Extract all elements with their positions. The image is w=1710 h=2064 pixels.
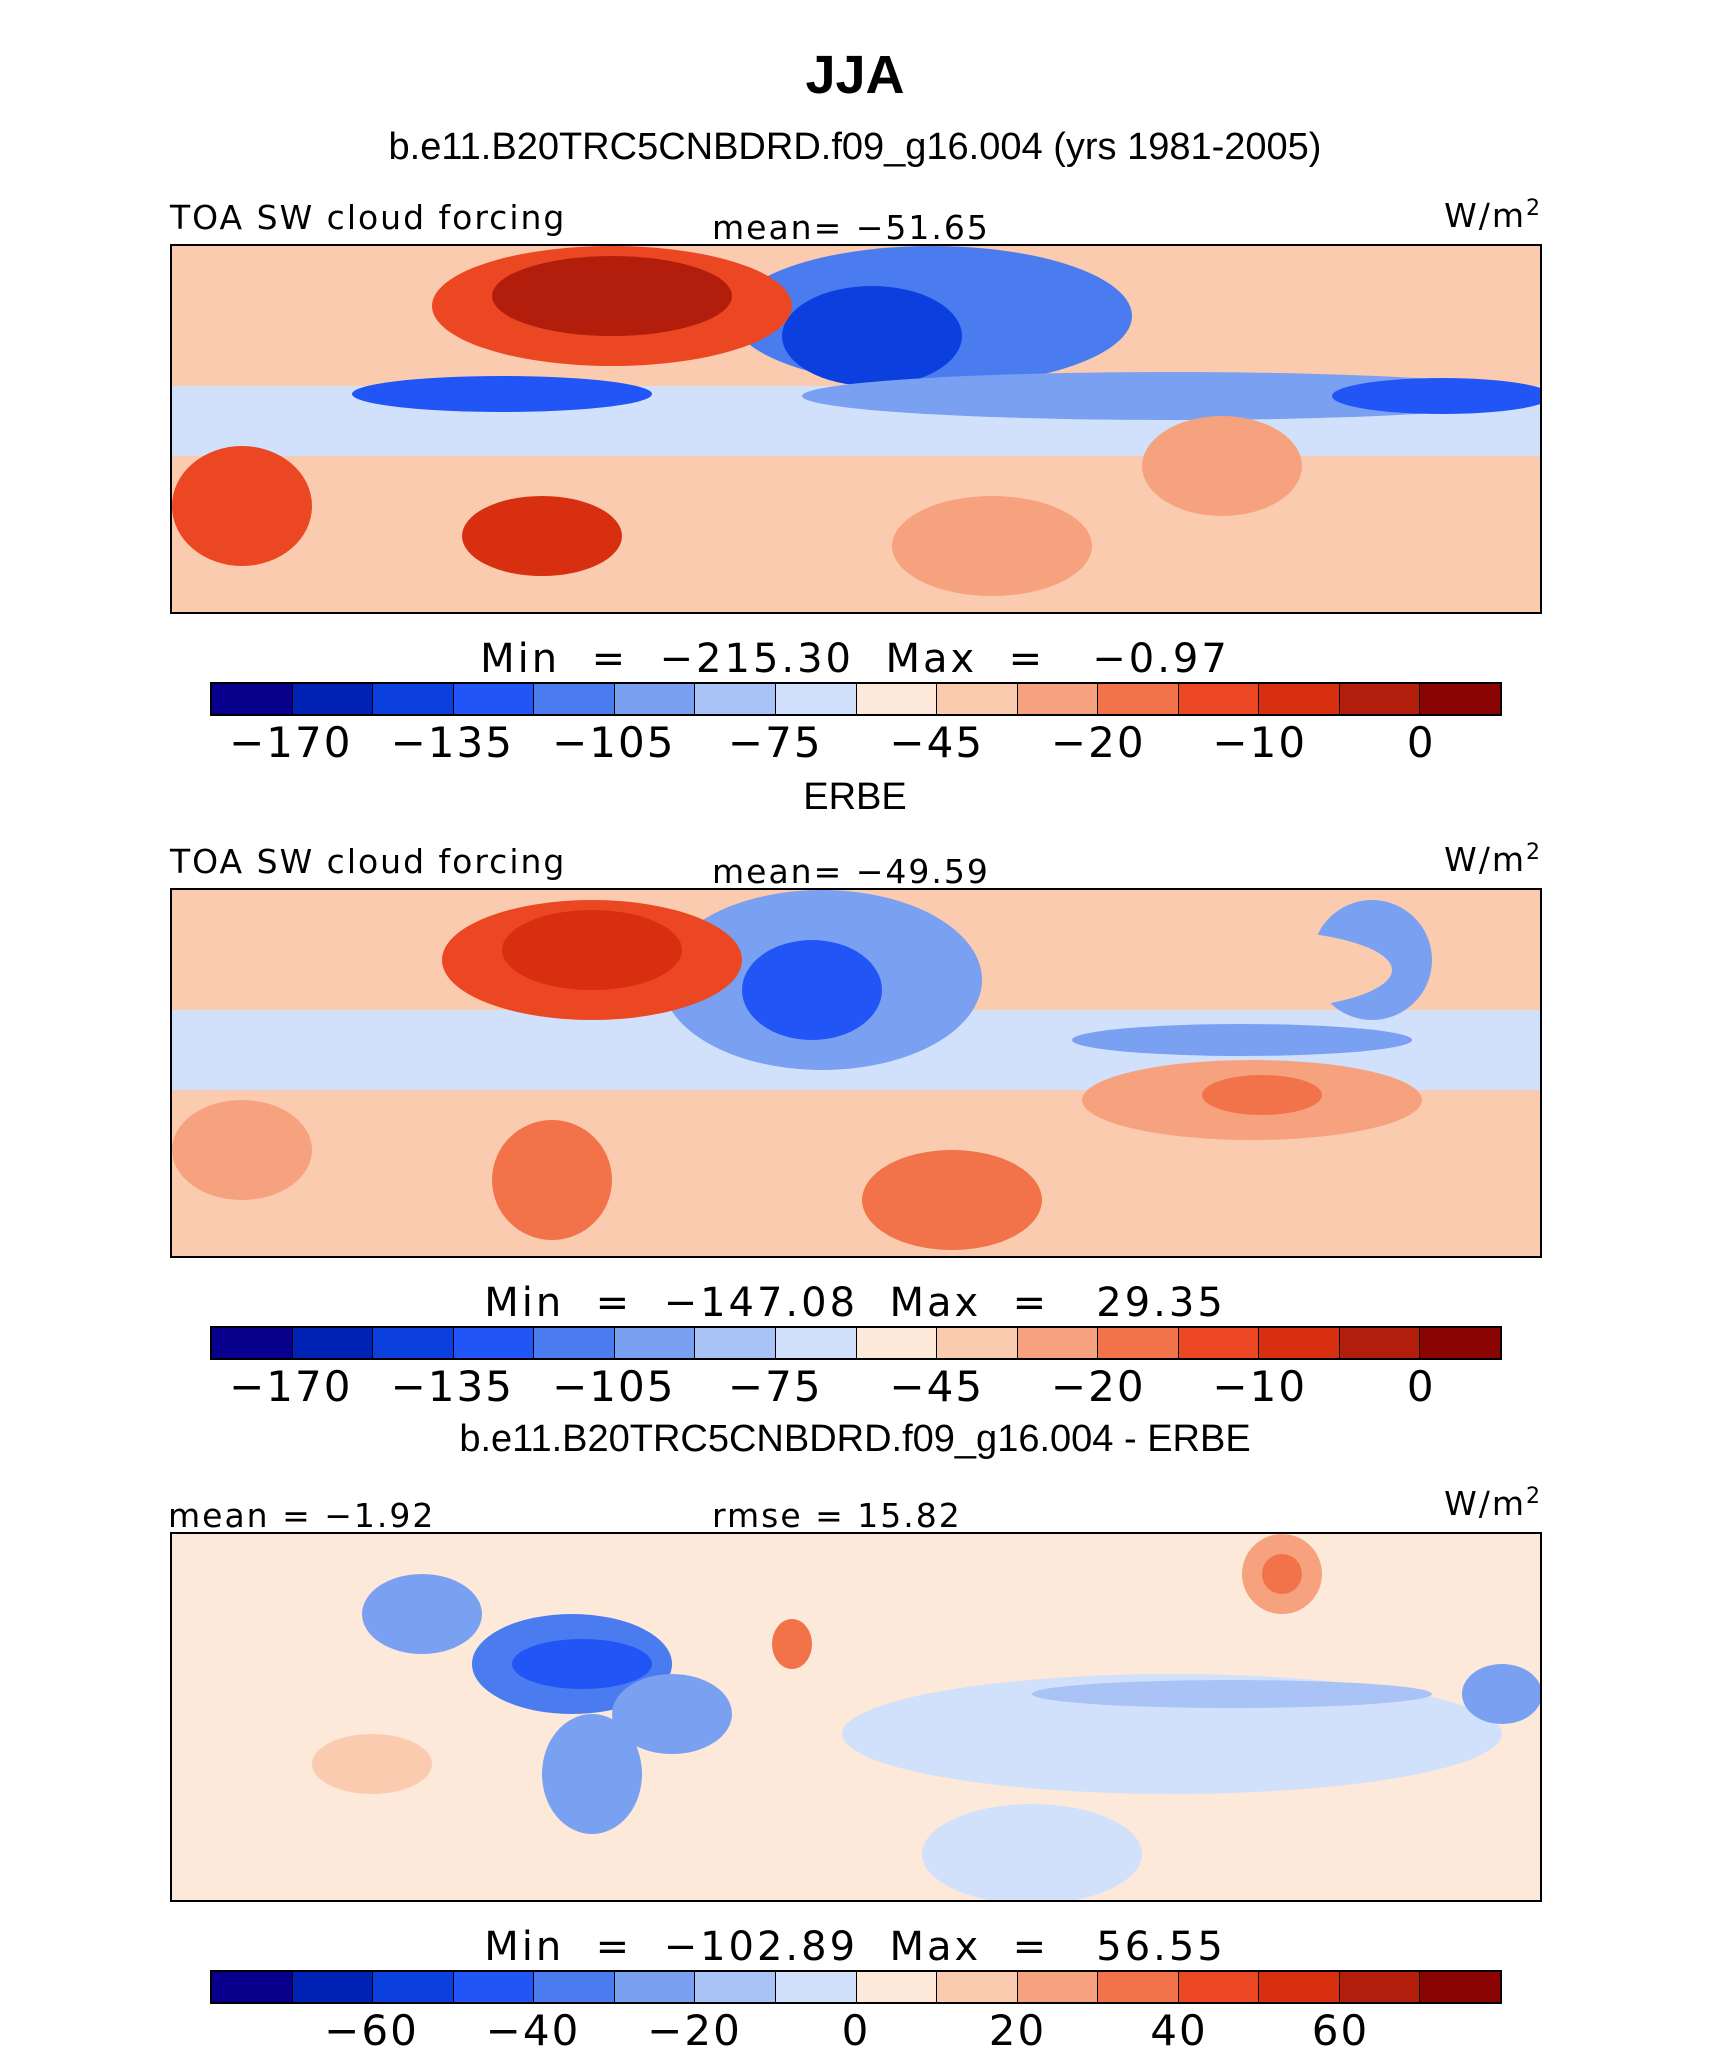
colorbar-box: [775, 684, 857, 714]
panel-3-units: W/m2: [1444, 1484, 1542, 1523]
colorbar-box: [292, 1972, 374, 2002]
panel-2-mean-label: mean= −49.59: [712, 852, 990, 891]
colorbar-box: [292, 1328, 374, 1358]
colorbar-tick-label: 0: [1406, 1362, 1436, 1411]
colorbar-box: [453, 1972, 535, 2002]
colorbar-tick-label: −20: [1050, 1362, 1146, 1411]
colorbar-tick-label: −20: [647, 2006, 742, 2055]
colorbar-box: [534, 1328, 615, 1358]
panel-2-colorbar-ticks: −170 −135 −105 −75 −45 −20 −10 0: [210, 1362, 1502, 1412]
panel-3-rmse-label: rmse = 15.82: [712, 1496, 962, 1535]
colorbar-box: [1339, 1328, 1421, 1358]
panel-2-subtitle: ERBE: [803, 776, 907, 818]
colorbar-box: [1178, 684, 1260, 714]
colorbar-box: [1017, 684, 1099, 714]
panel-2-map: [170, 888, 1542, 1258]
colorbar-tick-label: 0: [1406, 718, 1436, 767]
panel-3-colorbar-ticks: −60 −40 −20 0 20 40 60: [210, 2006, 1502, 2056]
colorbar-box: [212, 684, 293, 714]
panel-3-minmax: Min = −102.89 Max = 56.55: [484, 1924, 1226, 1970]
colorbar-tick-label: −10: [1212, 718, 1308, 767]
colorbar-box: [1339, 684, 1421, 714]
colorbar-box: [937, 1328, 1018, 1358]
colorbar-tick-label: −75: [727, 1362, 823, 1411]
colorbar-tick-label: −135: [390, 1362, 514, 1411]
colorbar-box: [1017, 1328, 1099, 1358]
panel-1-colorbar-ticks: −170 −135 −105 −75 −45 −20 −10 0: [210, 718, 1502, 768]
colorbar-box: [1017, 1972, 1099, 2002]
panel-2-minmax: Min = −147.08 Max = 29.35: [484, 1280, 1226, 1326]
colorbar-box: [614, 684, 696, 714]
colorbar-box: [856, 1328, 938, 1358]
colorbar-tick-label: −105: [552, 718, 676, 767]
colorbar-box: [1098, 1328, 1179, 1358]
panel-3-map: [170, 1532, 1542, 1902]
colorbar-box: [534, 1972, 615, 2002]
colorbar-box: [373, 684, 454, 714]
colorbar-tick-label: −170: [229, 718, 353, 767]
panel-1-colorbar: [210, 682, 1502, 716]
colorbar-box: [614, 1972, 696, 2002]
colorbar-box: [695, 1972, 776, 2002]
panel-1-mean-label: mean= −51.65: [712, 208, 990, 247]
colorbar-box: [534, 684, 615, 714]
colorbar-box: [856, 1972, 938, 2002]
colorbar-tick-label: 40: [1150, 2006, 1208, 2055]
colorbar-tick-label: −105: [552, 1362, 676, 1411]
colorbar-tick-label: 20: [988, 2006, 1047, 2055]
colorbar-box: [212, 1328, 293, 1358]
panel-3-mean-label: mean = −1.92: [168, 1496, 436, 1535]
colorbar-box: [1420, 1328, 1500, 1358]
colorbar-box: [1259, 1328, 1340, 1358]
panel-2-colorbar: [210, 1326, 1502, 1360]
colorbar-tick-label: −135: [390, 718, 514, 767]
colorbar-tick-label: −45: [889, 718, 985, 767]
panel-1-variable-label: TOA SW cloud forcing: [170, 198, 567, 237]
colorbar-box: [453, 1328, 535, 1358]
panel-1-subtitle: b.e11.B20TRC5CNBDRD.f09_g16.004 (yrs 198…: [388, 126, 1322, 168]
panel-3-subtitle: b.e11.B20TRC5CNBDRD.f09_g16.004 - ERBE: [459, 1418, 1251, 1460]
panel-2-units: W/m2: [1444, 840, 1542, 879]
colorbar-box: [775, 1972, 857, 2002]
colorbar-tick-label: −75: [727, 718, 823, 767]
colorbar-box: [1178, 1972, 1260, 2002]
colorbar-box: [856, 684, 938, 714]
colorbar-box: [453, 684, 535, 714]
colorbar-tick-label: −10: [1212, 1362, 1308, 1411]
colorbar-tick-label: 60: [1311, 2006, 1370, 2055]
colorbar-box: [695, 1328, 776, 1358]
colorbar-box: [373, 1328, 454, 1358]
colorbar-box: [1420, 684, 1500, 714]
colorbar-box: [937, 684, 1018, 714]
main-title: JJA: [805, 45, 905, 105]
colorbar-box: [1098, 684, 1179, 714]
colorbar-box: [373, 1972, 454, 2002]
colorbar-box: [1420, 1972, 1500, 2002]
panel-1-minmax: Min = −215.30 Max = −0.97: [480, 636, 1230, 682]
colorbar-tick-label: −20: [1050, 718, 1146, 767]
colorbar-tick-label: −170: [229, 1362, 353, 1411]
colorbar-tick-label: −45: [889, 1362, 985, 1411]
colorbar-box: [212, 1972, 293, 2002]
colorbar-box: [292, 684, 374, 714]
colorbar-box: [775, 1328, 857, 1358]
colorbar-box: [1259, 1972, 1340, 2002]
colorbar-box: [1339, 1972, 1421, 2002]
panel-1-units: W/m2: [1444, 196, 1542, 235]
colorbar-box: [695, 684, 776, 714]
colorbar-box: [1259, 684, 1340, 714]
panel-1-map: [170, 244, 1542, 614]
colorbar-tick-label: 0: [841, 2006, 871, 2055]
panel-2-variable-label: TOA SW cloud forcing: [170, 842, 567, 881]
colorbar-tick-label: −60: [324, 2006, 419, 2055]
colorbar-box: [1098, 1972, 1179, 2002]
colorbar-box: [937, 1972, 1018, 2002]
colorbar-box: [614, 1328, 696, 1358]
colorbar-tick-label: −40: [485, 2006, 581, 2055]
panel-3-colorbar: [210, 1970, 1502, 2004]
colorbar-box: [1178, 1328, 1260, 1358]
